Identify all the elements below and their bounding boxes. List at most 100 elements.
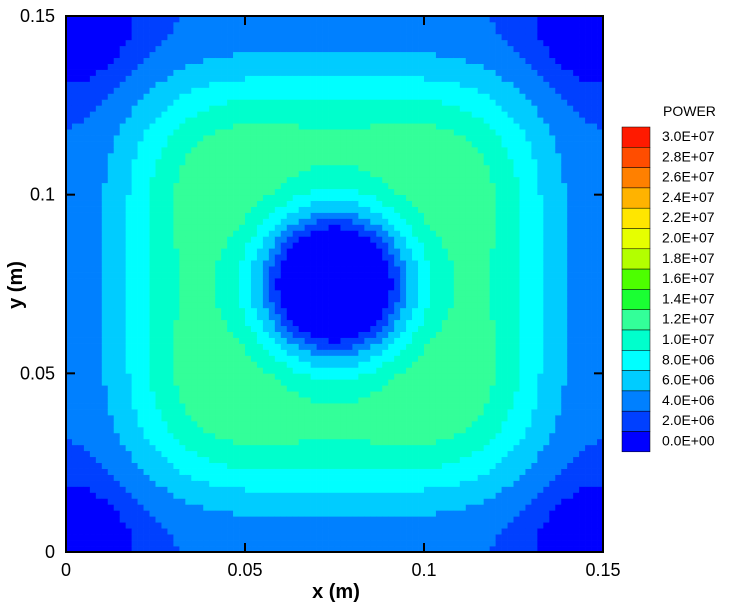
heatmap-cell xyxy=(209,266,216,273)
heatmap-cell xyxy=(71,254,79,261)
heatmap-cell xyxy=(107,534,115,541)
heatmap-cell xyxy=(286,426,294,434)
heatmap-cell xyxy=(197,69,204,76)
heatmap-cell xyxy=(89,444,97,452)
heatmap-cell xyxy=(268,355,276,362)
heatmap-cell xyxy=(197,230,204,237)
heatmap-cell xyxy=(221,188,228,196)
heatmap-cell xyxy=(233,33,240,41)
heatmap-cell xyxy=(280,242,288,249)
heatmap-cell xyxy=(340,486,347,493)
heatmap-cell xyxy=(239,45,246,53)
heatmap-cell xyxy=(292,135,300,142)
heatmap-cell xyxy=(113,403,121,410)
heatmap-cell xyxy=(292,462,300,469)
heatmap-cell xyxy=(245,135,252,142)
heatmap-cell xyxy=(370,129,377,136)
heatmap-cell xyxy=(280,301,288,309)
heatmap-cell xyxy=(101,105,109,112)
heatmap-cell xyxy=(245,385,252,392)
heatmap-cell xyxy=(131,39,138,47)
heatmap-cell xyxy=(310,45,317,53)
heatmap-cell xyxy=(280,141,288,148)
heatmap-cell xyxy=(125,284,132,291)
heatmap-cell xyxy=(83,379,91,386)
heatmap-cell xyxy=(340,409,347,416)
heatmap-cell xyxy=(101,420,109,428)
heatmap-cell xyxy=(119,266,127,273)
heatmap-cell xyxy=(173,266,180,273)
heatmap-cell xyxy=(388,176,395,184)
heatmap-cell xyxy=(173,129,180,136)
heatmap-cell xyxy=(179,81,186,88)
heatmap-cell xyxy=(179,105,186,112)
heatmap-cell xyxy=(155,456,162,464)
heatmap-cell xyxy=(197,528,204,535)
heatmap-cell xyxy=(179,534,186,541)
heatmap-cell xyxy=(250,361,258,368)
heatmap-cell xyxy=(250,111,258,118)
heatmap-cell xyxy=(286,373,294,380)
heatmap-cell xyxy=(89,230,97,237)
heatmap-cell xyxy=(233,289,240,297)
heatmap-cell xyxy=(137,188,144,196)
heatmap-cell xyxy=(304,456,311,464)
heatmap-cell xyxy=(155,164,162,172)
heatmap-cell xyxy=(352,93,359,100)
heatmap-cell xyxy=(89,266,97,273)
heatmap-cell xyxy=(292,93,300,100)
heatmap-cell xyxy=(137,111,144,118)
heatmap-cell xyxy=(179,307,186,315)
heatmap-cell xyxy=(71,69,79,76)
heatmap-cell xyxy=(137,141,144,148)
heatmap-cell xyxy=(185,200,192,207)
heatmap-cell xyxy=(364,528,371,535)
heatmap-cell xyxy=(268,117,276,124)
heatmap-cell xyxy=(215,200,222,207)
heatmap-cell xyxy=(262,21,270,29)
heatmap-cell xyxy=(328,444,335,452)
heatmap-cell xyxy=(113,295,121,303)
heatmap-cell xyxy=(179,123,186,130)
heatmap-cell xyxy=(71,117,79,124)
heatmap-cell xyxy=(197,147,204,154)
heatmap-cell xyxy=(352,546,359,552)
heatmap-cell xyxy=(388,39,395,47)
heatmap-cell xyxy=(143,510,150,517)
heatmap-cell xyxy=(125,289,132,297)
heatmap-cell xyxy=(268,63,276,70)
heatmap-cell xyxy=(143,295,150,303)
heatmap-cell xyxy=(95,81,103,88)
heatmap-cell xyxy=(137,248,144,255)
heatmap-cell xyxy=(316,248,323,255)
heatmap-cell xyxy=(215,546,222,552)
heatmap-cell xyxy=(256,218,264,225)
heatmap-cell xyxy=(239,200,246,207)
heatmap-cell xyxy=(280,194,288,201)
heatmap-cell xyxy=(167,206,174,213)
heatmap-cell xyxy=(322,176,329,184)
heatmap-cell xyxy=(119,307,127,315)
heatmap-cell xyxy=(376,534,383,541)
heatmap-cell xyxy=(197,57,204,64)
heatmap-cell xyxy=(256,522,264,529)
heatmap-cell xyxy=(71,355,79,362)
heatmap-cell xyxy=(131,355,138,362)
heatmap-cell xyxy=(274,313,282,321)
heatmap-cell xyxy=(101,33,109,41)
heatmap-cell xyxy=(310,158,317,166)
heatmap-cell xyxy=(167,141,174,148)
heatmap-cell xyxy=(382,158,389,166)
heatmap-cell xyxy=(107,254,115,261)
heatmap-cell xyxy=(113,391,121,398)
heatmap-cell xyxy=(209,188,216,196)
heatmap-cell xyxy=(352,438,359,446)
heatmap-cell xyxy=(334,212,341,219)
heatmap-cell xyxy=(328,337,335,344)
heatmap-cell xyxy=(113,331,121,338)
heatmap-cell xyxy=(298,21,306,29)
heatmap-cell xyxy=(239,218,246,225)
heatmap-cell xyxy=(215,111,222,118)
heatmap-cell xyxy=(137,307,144,315)
heatmap-cell xyxy=(280,426,288,434)
